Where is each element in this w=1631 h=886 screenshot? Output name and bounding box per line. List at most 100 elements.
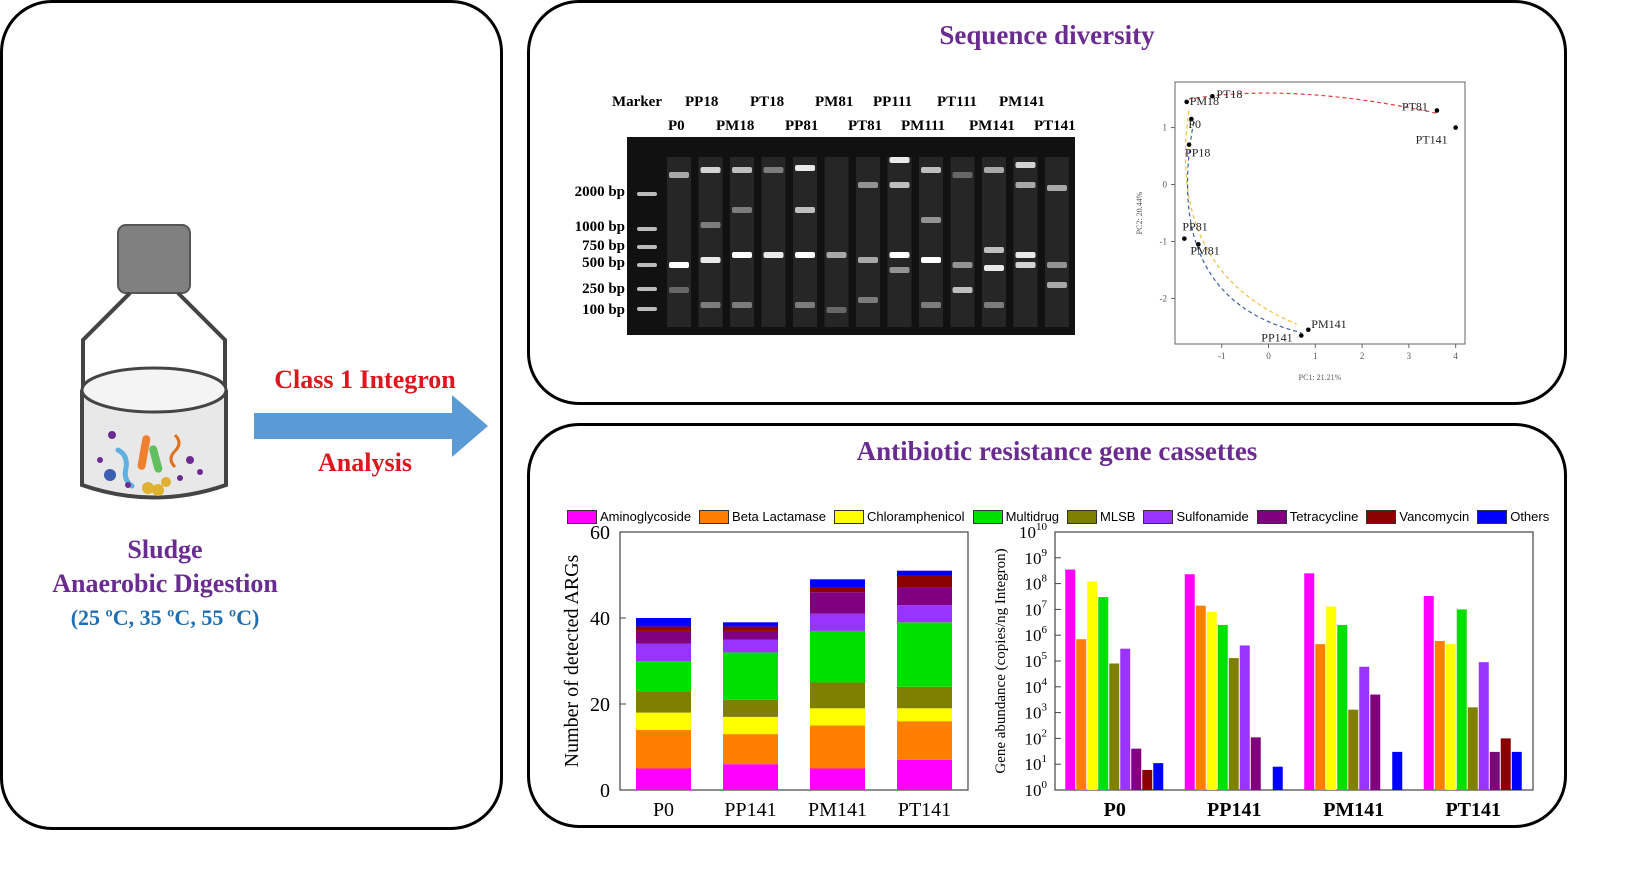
stacked-bar-segment — [810, 725, 865, 769]
gel-lane — [761, 157, 786, 327]
log-y-label: Gene abundance (copies/ng Integron) — [993, 548, 1009, 773]
gel-band — [700, 302, 721, 308]
stacked-y-tick-label: 60 — [590, 522, 610, 544]
log-bar — [1131, 748, 1142, 790]
pca-point — [1306, 327, 1311, 333]
log-bar — [1348, 709, 1359, 790]
marker-band — [637, 307, 657, 311]
stacked-bar-segment — [810, 682, 865, 709]
class1-integron-label: Class 1 Integron — [274, 365, 456, 394]
analysis-label: Analysis — [318, 448, 412, 477]
stacked-bar-segment — [810, 613, 865, 631]
log-x-tick-label: PT141 — [1445, 799, 1501, 821]
gel-lane — [698, 157, 723, 327]
log-bar — [1076, 639, 1087, 790]
stacked-bar-segment — [897, 708, 952, 722]
bottle-cap — [117, 224, 191, 294]
pca-point — [1189, 116, 1194, 122]
gel-band — [669, 262, 689, 268]
gel-bp-label: 250 bp — [582, 281, 625, 297]
temperature-label: (25 ºC, 35 ºC, 55 ºC) — [70, 605, 260, 630]
gel-band — [763, 167, 784, 173]
stacked-bar-segment — [723, 630, 778, 640]
stacked-bar-segment — [897, 605, 952, 623]
pca-point — [1210, 93, 1215, 99]
log-bar — [1239, 645, 1250, 790]
marker-band — [637, 227, 657, 231]
log-y-tick-label: 108 — [1025, 573, 1048, 594]
pca-point-label: PM18 — [1190, 94, 1219, 108]
stacked-x-tick-label: PM141 — [808, 799, 867, 821]
gel-band — [889, 267, 910, 273]
gel-band — [669, 172, 689, 178]
legend-label: Vancomycin — [1399, 509, 1470, 524]
pca-point-label: PP81 — [1182, 220, 1207, 234]
pca-frame — [1174, 81, 1466, 345]
stacked-bar-segment — [636, 661, 691, 692]
gel-band — [921, 167, 941, 173]
legend-swatch — [1366, 509, 1397, 524]
legend-item: Tetracycline — [1256, 509, 1358, 524]
pca-x-tick-label: 4 — [1453, 351, 1458, 361]
stacked-bar-segment — [636, 691, 691, 713]
gel-band — [889, 252, 910, 258]
gel-bottom-label: PT141 — [1034, 118, 1076, 134]
gel-band — [858, 182, 878, 188]
gel-lane — [667, 157, 691, 327]
gel-band — [826, 307, 847, 313]
gel-band — [889, 182, 910, 188]
pca-point-label: PT18 — [1216, 87, 1242, 101]
log-bar — [1359, 666, 1370, 790]
pca-trajectory-yellow — [1184, 110, 1297, 325]
log-bar — [1467, 707, 1478, 790]
gel-band — [984, 247, 1004, 253]
log-bar — [1315, 644, 1326, 790]
stacked-x-tick-label: PP141 — [724, 799, 776, 821]
gel-band — [1015, 262, 1036, 268]
stacked-bar-segment — [636, 618, 691, 627]
log-bar — [1195, 605, 1206, 790]
anaerobic-digestion-label: Anaerobic Digestion — [52, 569, 278, 598]
microbes-icon — [97, 431, 203, 496]
stacked-bar-segment — [723, 734, 778, 765]
stacked-bar-segment — [636, 626, 691, 631]
gel-top-label: PM81 — [815, 94, 854, 110]
pca-point-label: PT141 — [1416, 133, 1448, 147]
log-bar — [1511, 751, 1522, 790]
log-y-tick-label: 101 — [1025, 753, 1048, 774]
gel-bottom-label: PM111 — [901, 118, 946, 134]
legend-item: Others — [1477, 509, 1549, 524]
legend-swatch — [834, 509, 864, 524]
log-y-tick-label: 100 — [1025, 779, 1048, 800]
log-y-tick-label: 102 — [1025, 727, 1048, 748]
stacked-bar-segment — [897, 570, 952, 575]
stacked-bar-segment — [897, 587, 952, 606]
gel-band — [1047, 262, 1067, 268]
pca-x-tick-label: 0 — [1266, 351, 1271, 361]
log-bar — [1098, 597, 1109, 790]
legend-item: Chloramphenicol — [834, 509, 965, 524]
log-bar — [1184, 574, 1195, 790]
pca-point — [1186, 142, 1192, 147]
pca-x-tick-label: 2 — [1360, 351, 1365, 361]
legend-label: Beta Lactamase — [732, 509, 826, 524]
right-arrow-icon — [254, 395, 488, 457]
pca-y-tick-label: -1 — [1160, 236, 1168, 246]
gel-band — [795, 165, 815, 171]
gel-band — [921, 257, 941, 263]
legend-item: Multidrug — [972, 509, 1059, 524]
log-bar — [1337, 624, 1348, 790]
log-y-tick-label: 109 — [1025, 547, 1048, 568]
gel-bottom-label: PT81 — [848, 118, 883, 134]
legend-swatch — [567, 509, 597, 524]
log-y-tick-label: 103 — [1025, 702, 1048, 723]
legend-swatch — [699, 509, 730, 524]
gel-lane — [730, 157, 754, 327]
stacked-bar-segment — [723, 626, 778, 631]
gel-band — [984, 167, 1004, 173]
gel-top-label: PT18 — [750, 94, 785, 110]
log-y-tick-label: 104 — [1025, 676, 1048, 697]
stacked-bar-segment — [636, 630, 691, 644]
stacked-bar-segment — [897, 686, 952, 709]
